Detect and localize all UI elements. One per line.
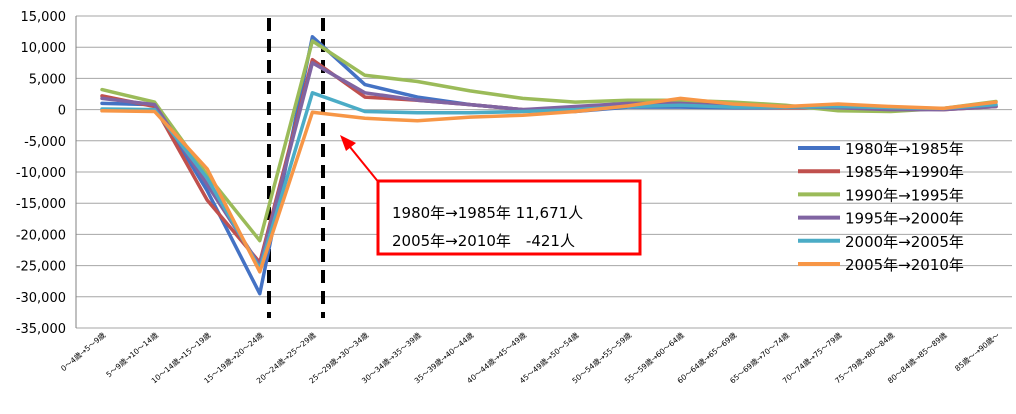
legend-label: 2000年→2005年 xyxy=(845,233,964,251)
series-line-3 xyxy=(100,39,998,243)
annotation-box xyxy=(376,179,642,256)
y-tick-label: -35,000 xyxy=(16,322,66,337)
legend: 1980年→1985年 1985年→1990年 1990年→1995年 1995年→2… xyxy=(798,140,964,274)
x-tick-label: 85歳～→90歳～ xyxy=(952,330,1001,374)
annotation-arrow-line xyxy=(349,146,381,185)
legend-label: 1990年→1995年 xyxy=(845,186,964,204)
annotation-line-1: 1980年→1985年 11,671人 xyxy=(392,204,583,222)
series-lines xyxy=(100,35,998,296)
legend-label: 2005年→2010年 xyxy=(845,256,964,274)
x-tick-label: 5～9歳→10～14歳 xyxy=(104,330,161,380)
y-axis: 15,000 10,000 5,000 0 -5,000 -10,000 -15,000 -2… xyxy=(16,10,77,337)
legend-label: 1995年→2000年 xyxy=(845,210,964,228)
y-tick-label: 0 xyxy=(58,104,66,119)
x-axis: 0～4歳→5～9歳5～9歳→10～14歳10～14歳→15～19歳15～19歳→… xyxy=(58,330,1001,386)
y-tick-label: -30,000 xyxy=(16,291,66,306)
annotation-arrow-head xyxy=(340,135,356,151)
y-tick-label: 15,000 xyxy=(21,10,67,25)
y-tick-label: -10,000 xyxy=(16,166,66,181)
annotation: 1980年→1985年 11,671人 2005年→2010年 -421人 xyxy=(340,135,642,256)
y-tick-label: -5,000 xyxy=(24,135,66,150)
y-tick-label: -25,000 xyxy=(16,260,66,275)
y-tick-label: -20,000 xyxy=(16,228,66,243)
y-tick-label: 5,000 xyxy=(29,72,66,87)
legend-label: 1980年→1985年 xyxy=(845,140,964,158)
y-tick-label: -15,000 xyxy=(16,197,66,212)
series-line-6 xyxy=(100,96,998,274)
legend-label: 1985年→1990年 xyxy=(845,163,964,181)
annotation-line-2: 2005年→2010年 -421人 xyxy=(392,232,575,250)
y-tick-label: 10,000 xyxy=(21,41,67,56)
